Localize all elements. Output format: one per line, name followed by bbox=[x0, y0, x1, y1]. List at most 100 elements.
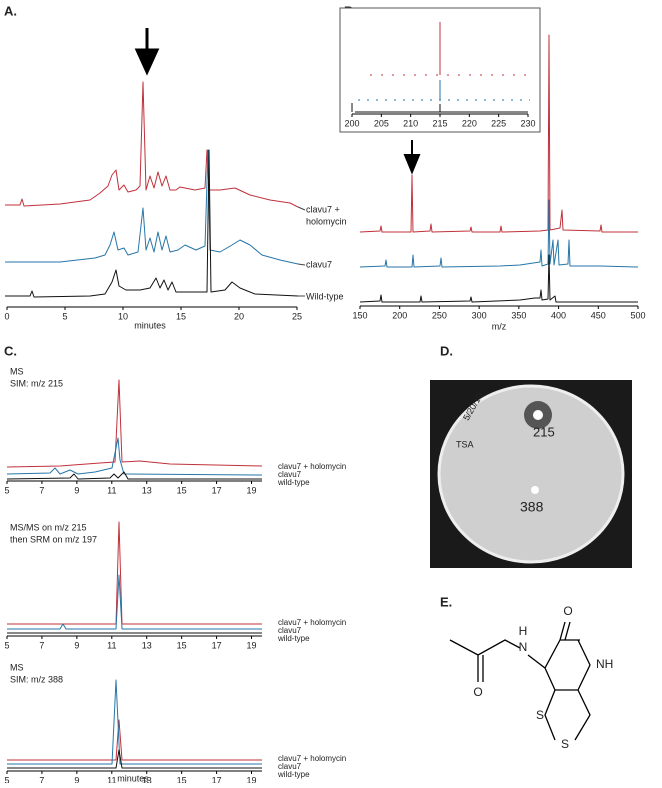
x-tick-label: 17 bbox=[212, 775, 222, 783]
x-tick-label: 15 bbox=[177, 485, 187, 495]
trace-label: clavu7 + bbox=[306, 204, 340, 214]
plate-photo: 215 5/20/10 TSA 388 bbox=[430, 380, 632, 568]
x-tick-label: 9 bbox=[74, 640, 79, 650]
x-tick-label: 13 bbox=[142, 485, 152, 495]
x-tick-label: 7 bbox=[39, 485, 44, 495]
x-tick-label: 150 bbox=[352, 310, 367, 320]
trace-red bbox=[359, 34, 638, 233]
panel-a-traces bbox=[5, 28, 306, 298]
trace-blue bbox=[5, 149, 299, 265]
x-tick-label: 15 bbox=[177, 775, 187, 783]
x-tick-label: 15 bbox=[176, 311, 186, 321]
panel-label: A. bbox=[4, 3, 17, 18]
atom: NH bbox=[596, 657, 613, 671]
x-tick-label: 450 bbox=[591, 310, 606, 320]
trace-black bbox=[359, 254, 638, 303]
panel-label: E. bbox=[440, 594, 452, 609]
trace-label: clavu7 bbox=[278, 626, 302, 635]
x-tick-label: 10 bbox=[118, 311, 128, 321]
trace-label: clavu7 + holomycin bbox=[278, 754, 346, 763]
x-tick-label: 400 bbox=[551, 310, 566, 320]
disc bbox=[531, 486, 539, 494]
x-axis-label: minutes bbox=[134, 320, 166, 330]
trace-label: wild-type bbox=[277, 478, 310, 487]
x-tick-label: 215 bbox=[432, 118, 447, 128]
x-tick-label: 225 bbox=[491, 118, 506, 128]
x-tick-label: 11 bbox=[107, 485, 116, 495]
atom: O bbox=[473, 685, 482, 699]
x-tick-label: 13 bbox=[142, 640, 152, 650]
trace-label: wild-type bbox=[277, 770, 310, 779]
x-tick-label: 11 bbox=[107, 775, 116, 783]
x-tick-label: 17 bbox=[212, 640, 222, 650]
trace-black bbox=[7, 749, 262, 769]
x-tick-label: 220 bbox=[462, 118, 477, 128]
arrow bbox=[403, 140, 421, 175]
x-tick-label: 5 bbox=[4, 775, 9, 783]
x-tick-label: 500 bbox=[630, 310, 645, 320]
trace-blue bbox=[6, 437, 263, 476]
x-tick-label: 7 bbox=[39, 640, 44, 650]
inset-trace-black bbox=[351, 103, 528, 113]
x-tick-label: 200 bbox=[344, 118, 359, 128]
x-tick-label: 13 bbox=[142, 775, 152, 783]
plate-text: 215 bbox=[533, 424, 555, 439]
trace-label: Wild-type bbox=[306, 291, 344, 301]
trace-label: clavu7 bbox=[278, 762, 302, 771]
annotation: MS/MS on m/z 215 bbox=[10, 522, 87, 532]
x-tick-label: 250 bbox=[432, 310, 447, 320]
trace-red bbox=[6, 379, 263, 468]
trace-red bbox=[5, 81, 299, 208]
trace-blue bbox=[7, 679, 262, 765]
plate-text: 388 bbox=[520, 499, 544, 515]
x-tick-label: 230 bbox=[520, 118, 535, 128]
trace-label: clavu7 + holomycin bbox=[278, 618, 346, 627]
plate-text: TSA bbox=[456, 439, 474, 449]
x-tick-label: 5 bbox=[4, 640, 9, 650]
panel-label: D. bbox=[440, 343, 453, 358]
trace-label: clavu7 + holomycin bbox=[278, 462, 346, 471]
trace-red bbox=[7, 521, 262, 625]
x-tick-label: 11 bbox=[107, 640, 116, 650]
trace-label: clavu7 bbox=[306, 259, 332, 269]
atom: O bbox=[563, 604, 572, 618]
annotation: MS bbox=[10, 366, 24, 376]
x-tick-label: 19 bbox=[247, 775, 257, 783]
x-tick-label: 0 bbox=[4, 311, 9, 321]
trace-label: wild-type bbox=[277, 634, 310, 643]
trace-black bbox=[5, 149, 299, 298]
x-tick-label: 9 bbox=[74, 775, 79, 783]
x-axis-label: m/z bbox=[492, 321, 507, 331]
x-tick-label: 9 bbox=[74, 485, 79, 495]
x-tick-label: 19 bbox=[247, 640, 257, 650]
trace-label: holomycin bbox=[306, 216, 347, 226]
trace-blue bbox=[359, 199, 639, 268]
x-tick-label: 205 bbox=[374, 118, 389, 128]
x-tick-label: 20 bbox=[234, 311, 244, 321]
x-tick-label: 210 bbox=[403, 118, 418, 128]
atom: S bbox=[561, 737, 569, 751]
trace-black bbox=[6, 471, 262, 480]
x-tick-label: 5 bbox=[62, 311, 67, 321]
x-tick-label: 200 bbox=[392, 310, 407, 320]
atom: N bbox=[519, 640, 528, 654]
annotation: SIM: m/z 215 bbox=[10, 378, 63, 388]
x-axis-label: minutes bbox=[117, 773, 149, 783]
annotation: MS bbox=[10, 662, 24, 672]
chemical-structure: O H N O NH S S bbox=[449, 604, 613, 751]
annotation: then SRM on m/z 197 bbox=[10, 534, 97, 544]
trace-red bbox=[7, 719, 262, 761]
x-tick-label: 25 bbox=[292, 311, 302, 321]
trace-blue bbox=[7, 574, 262, 630]
bonds bbox=[449, 621, 591, 741]
x-tick-label: 5 bbox=[4, 485, 9, 495]
x-tick-label: 300 bbox=[472, 310, 487, 320]
disc bbox=[533, 410, 543, 420]
x-tick-label: 17 bbox=[212, 485, 222, 495]
x-tick-label: 7 bbox=[39, 775, 44, 783]
leader-lines bbox=[297, 206, 306, 297]
trace-label: clavu7 bbox=[278, 470, 302, 479]
arrow bbox=[134, 28, 160, 76]
x-tick-label: 15 bbox=[177, 640, 187, 650]
